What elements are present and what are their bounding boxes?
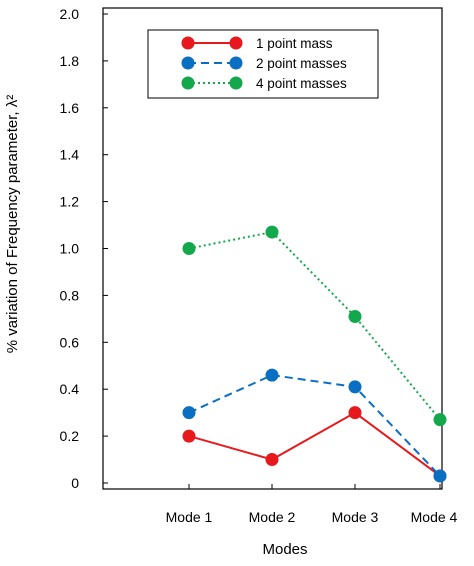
data-point xyxy=(265,453,279,467)
legend-marker xyxy=(229,76,243,90)
legend-marker xyxy=(229,36,243,50)
legend: 1 point mass 2 point masses 4 point masses xyxy=(147,29,379,99)
y-tick-label: 0.6 xyxy=(60,334,80,350)
series-line xyxy=(188,411,441,477)
x-tick-label: Mode 3 xyxy=(332,509,379,525)
data-point xyxy=(348,380,362,394)
series-layer xyxy=(182,225,447,483)
y-tick-label: 1.0 xyxy=(60,241,80,257)
legend-marker xyxy=(181,36,195,50)
y-axis-title: % variation of Frequency parameter, λ² xyxy=(4,95,21,353)
y-tick-label: 0.8 xyxy=(60,287,80,303)
legend-label: 4 point masses xyxy=(256,76,347,91)
y-tick-label: 1.2 xyxy=(60,194,80,210)
y-tick-label: 0 xyxy=(71,475,79,491)
data-point xyxy=(433,469,447,483)
legend-marker xyxy=(181,76,195,90)
data-point xyxy=(265,225,279,239)
data-point xyxy=(348,310,362,324)
x-tick-label: Mode 2 xyxy=(249,509,296,525)
legend-items: 1 point mass 2 point masses 4 point masses xyxy=(181,36,347,91)
legend-marker xyxy=(229,56,243,70)
x-tick-label: Mode 4 xyxy=(411,509,458,525)
y-axis-ticks: 0 0.2 0.4 0.6 0.8 1.0 1.2 1.4 1.6 1.8 2.0 xyxy=(60,6,108,491)
y-tick-label: 0.2 xyxy=(60,428,80,444)
legend-label: 2 point masses xyxy=(256,56,347,71)
y-tick-label: 1.8 xyxy=(60,53,80,69)
data-point xyxy=(182,429,196,443)
x-axis-ticks: Mode 1 Mode 2 Mode 3 Mode 4 xyxy=(166,484,458,525)
data-point xyxy=(433,413,447,427)
data-point xyxy=(182,242,196,255)
y-tick-label: 1.4 xyxy=(60,147,80,163)
legend-label: 1 point mass xyxy=(256,36,333,51)
data-point xyxy=(265,368,279,382)
x-axis-title: Modes xyxy=(262,541,307,558)
data-point xyxy=(182,406,196,420)
y-tick-label: 0.4 xyxy=(60,381,80,397)
series-line xyxy=(188,374,441,477)
legend-marker xyxy=(181,56,195,70)
y-tick-label: 2.0 xyxy=(60,6,80,22)
series-line xyxy=(188,230,441,421)
data-point xyxy=(348,406,362,420)
y-tick-label: 1.6 xyxy=(60,100,80,116)
x-tick-label: Mode 1 xyxy=(166,509,213,525)
